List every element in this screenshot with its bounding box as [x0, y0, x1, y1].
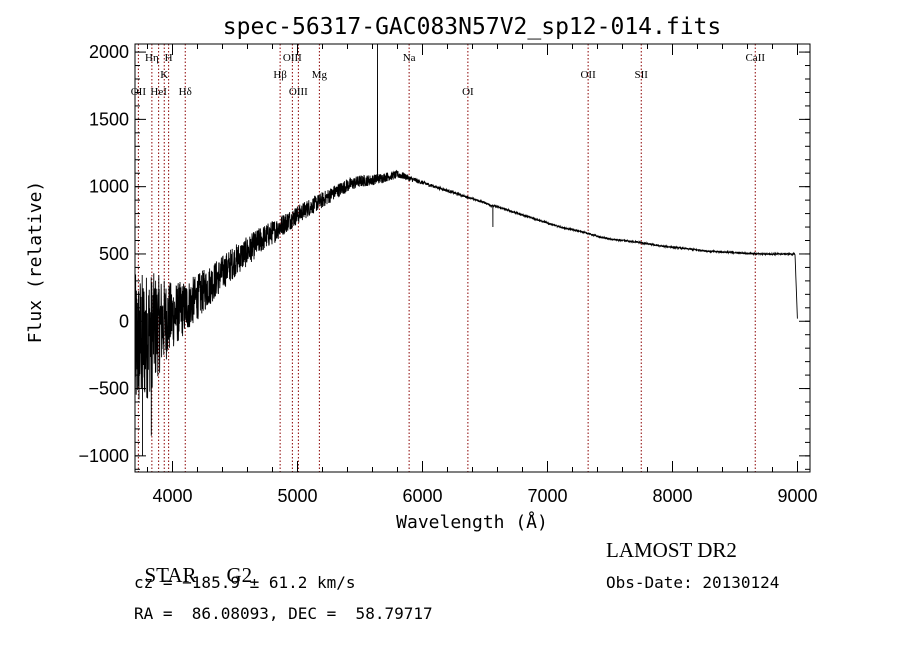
spectral-line-label-8: OIII: [289, 86, 308, 98]
spectral-class: STAR G2: [134, 538, 253, 588]
spectral-line-label-1: Hη: [145, 52, 159, 64]
y-tick-label: 1500: [89, 109, 129, 129]
y-tick-label: 1000: [89, 177, 129, 197]
x-tick-label: 8000: [652, 486, 692, 506]
x-axis-label: Wavelength (Å): [396, 511, 548, 533]
class-label: STAR: [144, 563, 197, 587]
spectral-line-label-11: OI: [462, 86, 474, 98]
y-tick-label: −500: [88, 379, 129, 399]
obs-date-label: Obs-Date: 20130124: [606, 573, 780, 592]
y-tick-label: 0: [119, 311, 129, 331]
spectrum-line: [134, 43, 798, 456]
x-tick-label: 9000: [777, 486, 817, 506]
spectral-line-label-10: Na: [403, 52, 416, 64]
survey-label: LAMOST DR2: [606, 538, 737, 562]
spectral-line-label-6: Hβ: [273, 69, 287, 81]
y-tick-label: −1000: [78, 446, 129, 466]
y-tick-label: 500: [99, 244, 129, 264]
spectral-line-label-12: OII: [580, 69, 596, 81]
spectral-line-label-2: HeI: [150, 86, 167, 98]
spectral-line-label-13: SII: [635, 69, 649, 81]
spectral-line-label-4: H: [165, 52, 173, 64]
x-tick-label: 5000: [277, 486, 317, 506]
spectral-line-label-7: OIII: [283, 52, 302, 64]
spectral-line-label-9: Mg: [312, 69, 328, 81]
spectral-line-label-3: K: [160, 69, 168, 81]
y-axis-label: Flux (relative): [25, 181, 46, 344]
x-tick-label: 7000: [527, 486, 567, 506]
subclass-label: G2: [226, 563, 253, 587]
axis-ticks: 4000 5000 6000 7000 8000 9000 −1000 −500 0 500 100…: [78, 42, 817, 506]
chart-title: spec-56317-GAC083N57V2_sp12-014.fits: [223, 14, 722, 40]
redshift-label: cz = −185.9 ± 61.2 km/s: [134, 573, 356, 592]
y-tick-label: 2000: [89, 42, 129, 62]
x-tick-label: 6000: [402, 486, 442, 506]
spectrum-series: [134, 43, 798, 456]
spectral-line-label-5: Hδ: [179, 86, 192, 98]
spectral-line-label-14: CaII: [745, 52, 765, 64]
x-tick-label: 4000: [152, 486, 192, 506]
coordinates-label: RA = 86.08093, DEC = 58.79717: [134, 604, 433, 623]
